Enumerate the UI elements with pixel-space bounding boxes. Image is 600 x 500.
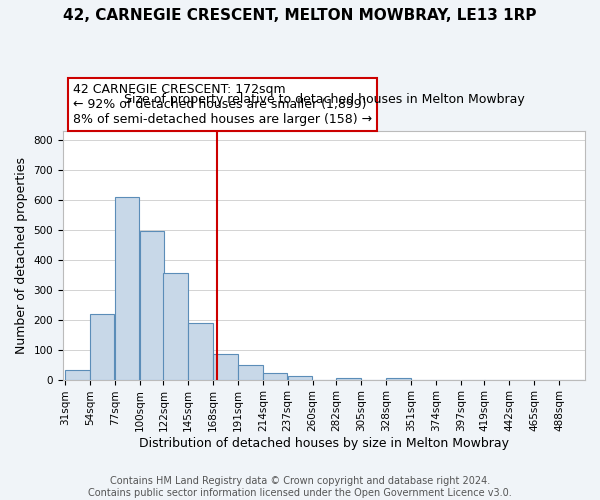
Title: Size of property relative to detached houses in Melton Mowbray: Size of property relative to detached ho… <box>124 93 524 106</box>
Text: Contains HM Land Registry data © Crown copyright and database right 2024.
Contai: Contains HM Land Registry data © Crown c… <box>88 476 512 498</box>
Bar <box>263 372 287 380</box>
Text: 42, CARNEGIE CRESCENT, MELTON MOWBRAY, LE13 1RP: 42, CARNEGIE CRESCENT, MELTON MOWBRAY, L… <box>63 8 537 22</box>
Y-axis label: Number of detached properties: Number of detached properties <box>15 156 28 354</box>
Bar <box>386 378 410 380</box>
Bar <box>288 376 312 380</box>
Bar <box>90 314 115 380</box>
Bar <box>65 370 89 380</box>
Bar <box>213 354 238 380</box>
Bar <box>337 378 361 380</box>
Bar <box>115 196 139 380</box>
X-axis label: Distribution of detached houses by size in Melton Mowbray: Distribution of detached houses by size … <box>139 437 509 450</box>
Bar <box>238 364 263 380</box>
Bar <box>163 273 188 380</box>
Bar <box>188 322 213 380</box>
Text: 42 CARNEGIE CRESCENT: 172sqm
← 92% of detached houses are smaller (1,899)
8% of : 42 CARNEGIE CRESCENT: 172sqm ← 92% of de… <box>73 82 373 126</box>
Bar <box>140 230 164 380</box>
